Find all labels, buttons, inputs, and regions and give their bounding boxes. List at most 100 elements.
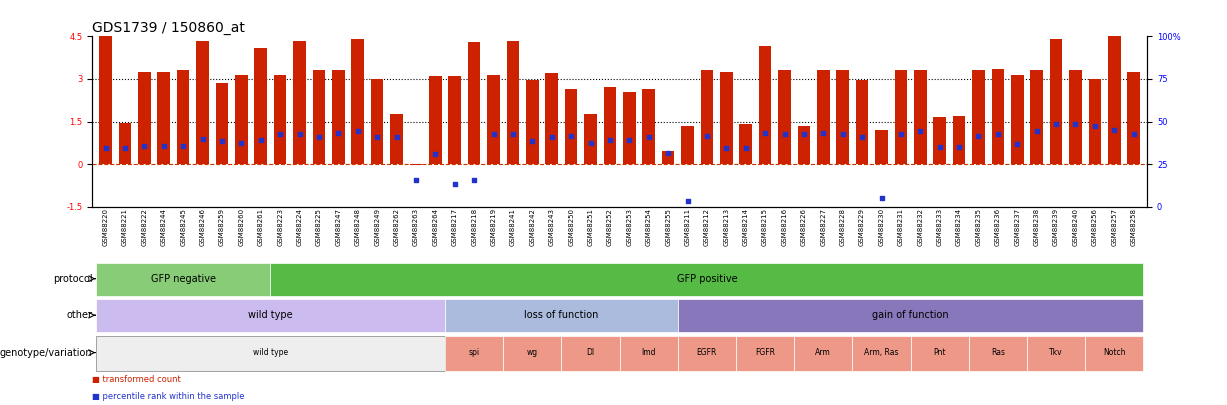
Text: GSM88225: GSM88225	[317, 208, 321, 245]
Text: gain of function: gain of function	[872, 310, 948, 320]
Text: FGFR: FGFR	[755, 348, 775, 357]
Bar	[677, 300, 1144, 332]
Point	[561, 132, 580, 139]
Text: GSM88236: GSM88236	[995, 208, 1001, 246]
Point	[503, 131, 523, 138]
Text: GSM88250: GSM88250	[568, 208, 574, 246]
Bar	[620, 336, 677, 371]
Bar	[720, 72, 733, 164]
Point	[639, 134, 659, 141]
Point	[542, 134, 562, 141]
Point	[232, 140, 252, 146]
Text: GSM88254: GSM88254	[645, 208, 652, 245]
Bar	[562, 336, 620, 371]
Point	[930, 144, 950, 150]
Point	[620, 137, 639, 143]
Text: GSM88252: GSM88252	[607, 208, 614, 245]
Bar	[740, 124, 752, 164]
Bar	[139, 72, 151, 164]
Bar	[853, 336, 910, 371]
Point	[290, 131, 309, 138]
Text: GSM88259: GSM88259	[218, 208, 225, 246]
Text: GSM88226: GSM88226	[801, 208, 807, 246]
Point	[135, 143, 155, 149]
Point	[774, 131, 794, 138]
Text: genotype/variation: genotype/variation	[0, 347, 92, 358]
Text: Pnt: Pnt	[934, 348, 946, 357]
Bar	[390, 115, 402, 164]
Point	[464, 177, 483, 183]
Text: GSM88213: GSM88213	[724, 208, 729, 246]
Bar	[914, 70, 926, 164]
Point	[871, 195, 891, 201]
Point	[483, 131, 503, 138]
Bar	[410, 164, 422, 166]
Bar	[445, 300, 677, 332]
Bar	[875, 130, 888, 164]
Point	[659, 149, 679, 156]
Point	[717, 145, 736, 152]
Text: GSM88243: GSM88243	[548, 208, 555, 246]
Bar	[1031, 70, 1043, 164]
Bar	[96, 263, 270, 296]
Point	[173, 143, 193, 149]
Bar	[1011, 75, 1023, 164]
Text: GSM88217: GSM88217	[452, 208, 458, 246]
Text: GSM88239: GSM88239	[1053, 208, 1059, 246]
Text: GSM88232: GSM88232	[918, 208, 923, 246]
Bar	[798, 126, 810, 164]
Text: GSM88223: GSM88223	[277, 208, 283, 246]
Bar	[1069, 70, 1082, 164]
Point	[348, 128, 368, 134]
Text: GSM88229: GSM88229	[859, 208, 865, 246]
Bar	[371, 79, 384, 164]
Text: GSM88245: GSM88245	[180, 208, 187, 245]
Text: GSM88263: GSM88263	[413, 208, 418, 246]
Point	[853, 134, 872, 141]
Point	[1124, 131, 1144, 138]
Text: GSM88215: GSM88215	[762, 208, 768, 246]
Text: GSM88228: GSM88228	[839, 208, 845, 246]
Bar	[333, 70, 345, 164]
Text: spi: spi	[469, 348, 480, 357]
Point	[270, 131, 290, 138]
Bar	[1088, 79, 1101, 164]
Text: GSM88242: GSM88242	[529, 208, 535, 245]
Text: GSM88227: GSM88227	[821, 208, 826, 246]
Bar	[351, 39, 364, 164]
Bar	[837, 70, 849, 164]
Point	[193, 135, 212, 142]
Text: Notch: Notch	[1103, 348, 1125, 357]
Point	[968, 132, 988, 139]
Text: GSM88247: GSM88247	[335, 208, 341, 246]
Text: GSM88264: GSM88264	[432, 208, 438, 246]
Point	[445, 181, 465, 187]
Point	[367, 134, 387, 141]
Point	[252, 137, 271, 143]
Text: wild type: wild type	[248, 310, 293, 320]
Point	[988, 131, 1007, 138]
Text: GSM88233: GSM88233	[936, 208, 942, 246]
Bar	[236, 75, 248, 164]
Point	[406, 177, 426, 183]
Text: GSM88219: GSM88219	[491, 208, 497, 246]
Text: GFP positive: GFP positive	[676, 274, 737, 284]
Point	[1027, 128, 1047, 134]
Text: GSM88261: GSM88261	[258, 208, 264, 246]
Bar	[467, 42, 481, 164]
Bar	[254, 48, 267, 164]
Point	[794, 131, 814, 138]
Bar	[934, 117, 946, 164]
Text: Ras: Ras	[991, 348, 1005, 357]
Text: GSM88222: GSM88222	[141, 208, 147, 245]
Text: GSM88256: GSM88256	[1092, 208, 1098, 246]
Text: GFP negative: GFP negative	[151, 274, 216, 284]
Bar	[677, 336, 736, 371]
Point	[329, 130, 348, 136]
Point	[212, 138, 232, 145]
Point	[891, 131, 910, 138]
Point	[96, 145, 115, 152]
Text: GSM88262: GSM88262	[394, 208, 400, 246]
Bar	[216, 83, 228, 164]
Text: GSM88253: GSM88253	[626, 208, 632, 246]
